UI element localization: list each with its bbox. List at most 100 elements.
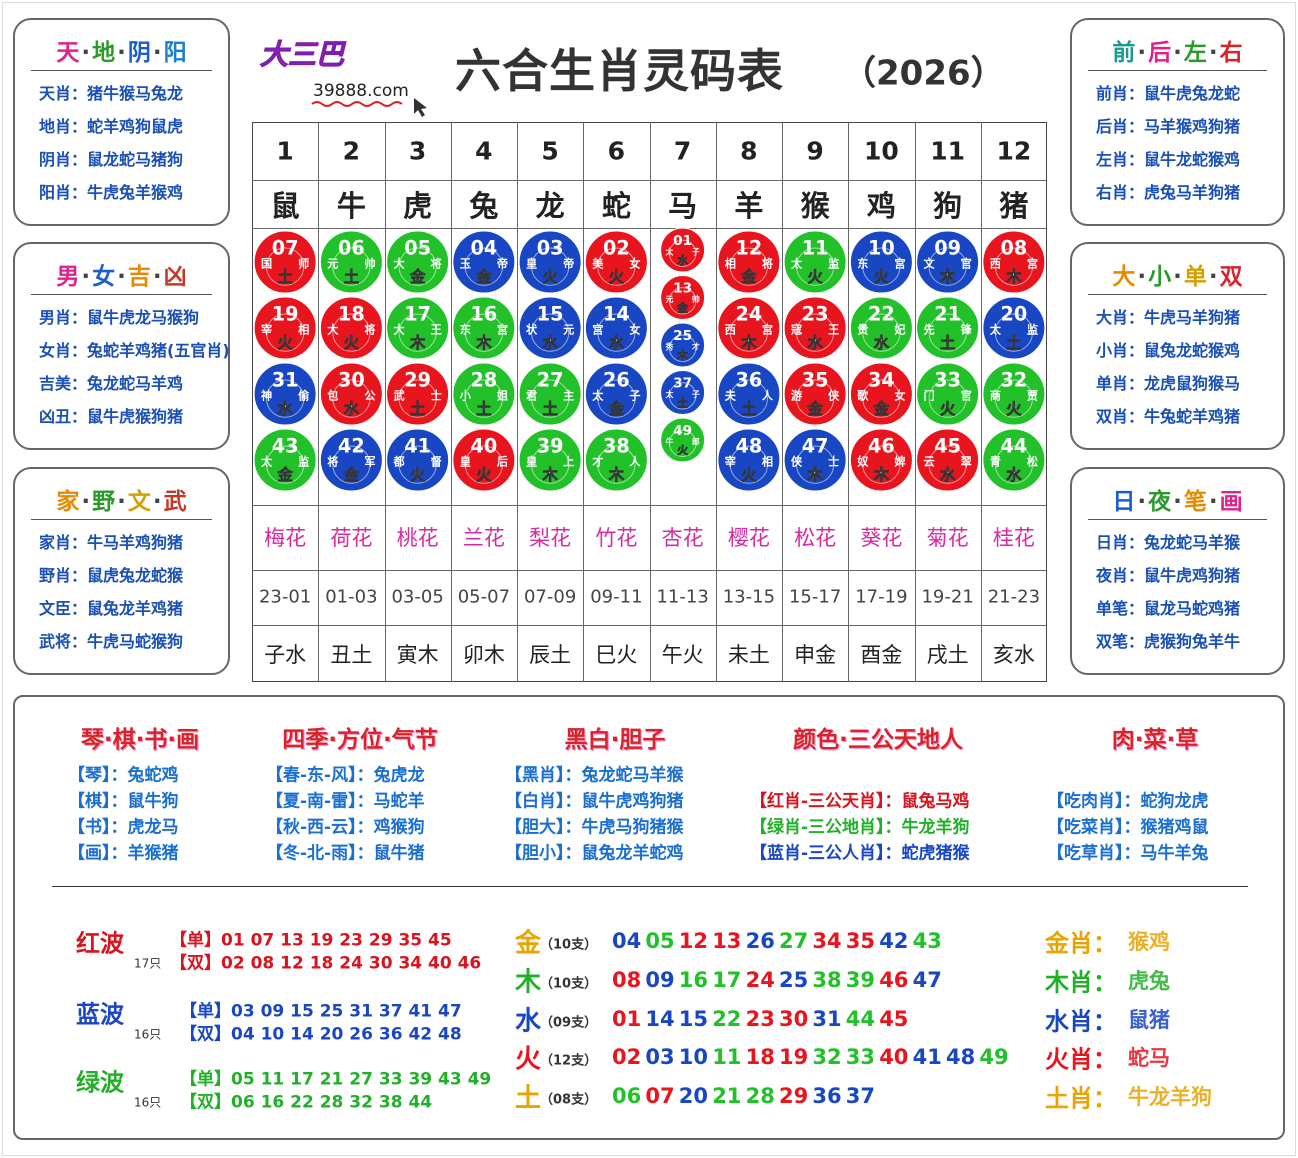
ball-inner	[928, 247, 967, 286]
ball: 34歌 女金	[849, 362, 913, 426]
ball-element: 土	[410, 399, 426, 418]
ball-element: 火	[874, 268, 890, 286]
ball: 12相 将金	[717, 230, 781, 294]
separator: ·	[1208, 264, 1218, 290]
element-zodiac-value: 蛇马	[1128, 1046, 1170, 1071]
panel-row: 天肖：猪牛猴马兔龙	[39, 84, 184, 103]
ball-number: 16	[471, 302, 498, 325]
ball-inner	[531, 379, 570, 418]
ball-element: 木	[1005, 267, 1022, 286]
ball: 32商 贾火	[982, 362, 1046, 426]
ball-right: 将	[364, 322, 375, 336]
ball-right: 才	[692, 341, 700, 351]
separator: ·	[1208, 40, 1218, 66]
ball-left: 皇	[526, 454, 537, 468]
ball-right: 将	[431, 256, 442, 270]
hours: 17-19	[855, 586, 908, 608]
element-number: 27	[779, 929, 809, 953]
ball-number: 47	[802, 434, 829, 457]
ball-element: 金	[873, 399, 890, 418]
element-count: （10支）	[540, 937, 598, 953]
ball-left: 夫	[725, 388, 737, 402]
ball-left: 云	[923, 455, 934, 468]
element-number: 18	[745, 1045, 775, 1070]
element-zodiac-label: 水肖：	[1045, 1007, 1117, 1036]
ball-number: 03	[537, 236, 564, 259]
ball-right: 宫	[894, 256, 905, 270]
element-name: 木	[515, 967, 542, 998]
ball: 20太 监土	[982, 296, 1046, 360]
element-number: 24	[745, 967, 775, 992]
ball-right: 后	[497, 454, 508, 468]
group-row: 【春-东-风】：兔虎龙	[266, 765, 425, 786]
ball-number: 13	[673, 280, 692, 296]
ball-element: 水	[874, 333, 890, 352]
title-char: 文	[127, 489, 151, 515]
ball-element: 木	[541, 465, 558, 484]
ball-left: 君	[526, 389, 537, 402]
panel-row: 阴肖：鼠龙蛇马猪狗	[39, 150, 184, 169]
ball-left: 侠	[791, 454, 803, 468]
ball-right: 人	[629, 454, 641, 468]
ball-right: 宫	[1027, 256, 1038, 270]
info-panel: 大·小·单·双 大肖：牛虎马羊狗猪 小肖：鼠兔龙蛇猴鸡 单肖：龙虎鼠狗猴马 双肖：牛兔蛇…	[1070, 242, 1285, 450]
divider	[31, 294, 212, 295]
hours: 01-03	[325, 586, 378, 608]
ball: 02美 女火	[584, 230, 648, 294]
group-row: 【冬-北-雨】：鼠牛猪	[266, 843, 425, 864]
ball: 48宰 相火	[717, 428, 781, 492]
group-row: 【棋】：鼠牛狗	[68, 791, 179, 812]
panel-title: 天·地·阴·阳	[15, 33, 228, 67]
flower: 桃花	[396, 526, 439, 550]
group-row: 【夏-南-雷】：马蛇羊	[266, 791, 425, 812]
ball: 27君 主土	[518, 362, 582, 426]
ball: 05大 将金	[386, 230, 450, 294]
ball-right: 婢	[893, 454, 905, 468]
ball: 16东 宫木	[452, 296, 516, 360]
ball-inner	[398, 247, 437, 286]
ball-element: 土	[542, 399, 558, 418]
title-char: 后	[1148, 40, 1172, 66]
panel-row: 单笔：鼠龙马蛇鸡猪	[1096, 599, 1241, 618]
wave-numbers: 04 10 14 20 26 36 42 48	[231, 1024, 462, 1045]
ball: 04玉 帝金	[452, 230, 516, 294]
separator: ·	[1137, 264, 1147, 290]
wave-count: 16只	[134, 1095, 162, 1110]
group-row: 【蓝肖-三公人肖】：蛇虎猪猴	[750, 843, 970, 864]
ball-number: 29	[404, 368, 431, 391]
ball-left: 青	[990, 454, 1001, 468]
element-number: 05	[645, 929, 675, 953]
panel-row: 双肖：牛兔蛇羊鸡猪	[1096, 407, 1241, 426]
element-number: 43	[912, 929, 942, 953]
element-number: 26	[745, 929, 775, 953]
divider	[1088, 519, 1267, 520]
element-zodiac-label: 土肖：	[1045, 1084, 1117, 1113]
ball-element: 水	[677, 253, 689, 267]
ball-left: 宫	[592, 322, 603, 336]
separator: ·	[1173, 264, 1182, 290]
ball: 07国 师土	[253, 230, 317, 294]
ball-inner	[862, 313, 901, 352]
separator: ·	[117, 40, 126, 66]
element-number: 13	[712, 929, 742, 953]
ball-element: 土	[476, 399, 492, 418]
wave-label: 【双】	[180, 1024, 231, 1045]
ball-element: 木	[608, 465, 625, 484]
ball-inner	[796, 379, 835, 418]
flower: 樱花	[727, 526, 770, 550]
element-number: 20	[678, 1084, 709, 1109]
ball-left: 秀	[664, 341, 674, 351]
ball-left: 才	[592, 454, 603, 468]
flower: 兰花	[462, 526, 505, 550]
ball-right: 翠	[961, 455, 972, 468]
panel-row: 大肖：牛虎马羊狗猪	[1096, 308, 1241, 327]
wave-label: 【双】	[180, 1092, 231, 1113]
element-zodiac-value: 鼠猪	[1128, 1007, 1170, 1032]
ball: 40皇 后火	[452, 428, 516, 492]
ball-inner	[668, 334, 697, 362]
panel-row: 右肖：虎兔马羊狗猪	[1096, 183, 1241, 202]
ball-left: 太	[592, 388, 604, 402]
title-char: 地	[92, 40, 116, 66]
ball-number: 08	[1001, 236, 1028, 259]
ball: 28小 姐土	[452, 362, 516, 426]
